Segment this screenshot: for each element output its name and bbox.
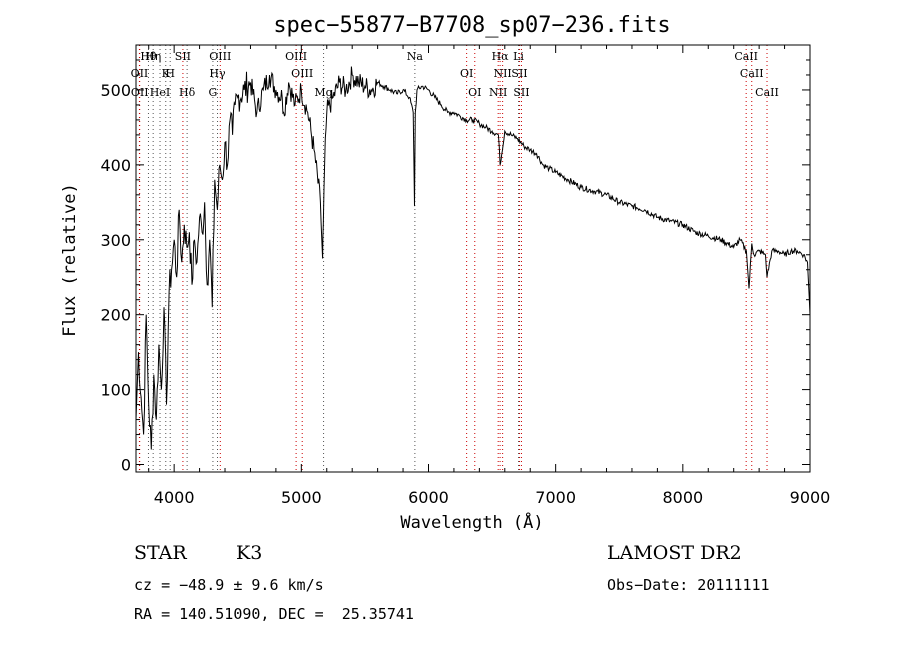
redshift-readout: cz = −48.9 ± 9.6 km/s xyxy=(134,576,324,594)
line-label-19: SII xyxy=(511,67,527,80)
y-tick-label-4: 400 xyxy=(100,156,131,175)
coordinates-readout: RA = 140.51090, DEC = 25.35741 xyxy=(134,605,414,623)
line-label-17: OI xyxy=(468,86,481,99)
line-label-2: OII xyxy=(131,86,149,99)
line-label-25: CaII xyxy=(740,67,764,80)
line-label-22: NII xyxy=(493,67,511,80)
line-label-8: Hδ xyxy=(179,86,196,99)
line-label-24: CaII xyxy=(734,50,758,63)
line-label-26: CaII xyxy=(755,86,779,99)
survey-name: LAMOST DR2 xyxy=(607,542,742,564)
line-label-0: Hθ xyxy=(140,50,157,63)
line-label-10: Hγ xyxy=(209,67,226,80)
x-axis-ticks: 4000 5000 6000 7000 8000 9000 xyxy=(148,45,831,507)
y-axis-label: Flux (relative) xyxy=(60,183,80,337)
y-tick-label-0: 0 xyxy=(121,456,131,475)
line-label-15: Na xyxy=(407,50,424,63)
line-label-5: HeI xyxy=(150,86,170,99)
y-axis-ticks: 0 100 200 300 400 500 xyxy=(100,59,810,475)
x-tick-label-5: 9000 xyxy=(790,488,831,507)
object-class: STAR xyxy=(134,542,187,564)
line-label-1: OII xyxy=(131,67,149,80)
spectral-line-labels: HθOIIOIIHηKHeISIIHHδOIIIHγGOIIIOIIIMgNaO… xyxy=(131,50,779,99)
x-tick-label-1: 5000 xyxy=(281,488,322,507)
observation-date: Obs−Date: 20111111 xyxy=(607,576,770,594)
plot-frame xyxy=(135,44,811,473)
object-subclass: K3 xyxy=(236,542,263,564)
line-label-6: SII xyxy=(175,50,191,63)
flux-series-line xyxy=(135,66,811,450)
y-tick-label-3: 300 xyxy=(100,231,131,250)
line-label-18: Hα xyxy=(492,50,510,63)
chart-title: spec−55877−B7708_sp07−236.fits xyxy=(273,13,670,38)
line-label-9: OIII xyxy=(209,50,231,63)
y-tick-label-5: 500 xyxy=(100,81,131,100)
line-label-4: K xyxy=(162,67,171,80)
line-label-14: Mg xyxy=(314,86,332,99)
x-tick-label-2: 6000 xyxy=(408,488,449,507)
y-tick-label-2: 200 xyxy=(100,306,131,325)
line-label-3: Hη xyxy=(145,50,161,63)
line-label-7: H xyxy=(165,67,175,80)
line-label-13: OIII xyxy=(291,67,313,80)
line-label-23: SII xyxy=(513,86,529,99)
x-tick-label-4: 8000 xyxy=(662,488,703,507)
x-tick-label-3: 7000 xyxy=(535,488,576,507)
line-label-21: Li xyxy=(513,50,524,63)
line-label-12: OIII xyxy=(285,50,307,63)
x-axis-label: Wavelength (Å) xyxy=(400,511,543,533)
line-label-16: OI xyxy=(460,67,473,80)
line-label-20: NII xyxy=(489,86,507,99)
y-tick-label-1: 100 xyxy=(100,381,131,400)
x-tick-label-0: 4000 xyxy=(154,488,195,507)
line-label-11: G xyxy=(209,86,218,99)
